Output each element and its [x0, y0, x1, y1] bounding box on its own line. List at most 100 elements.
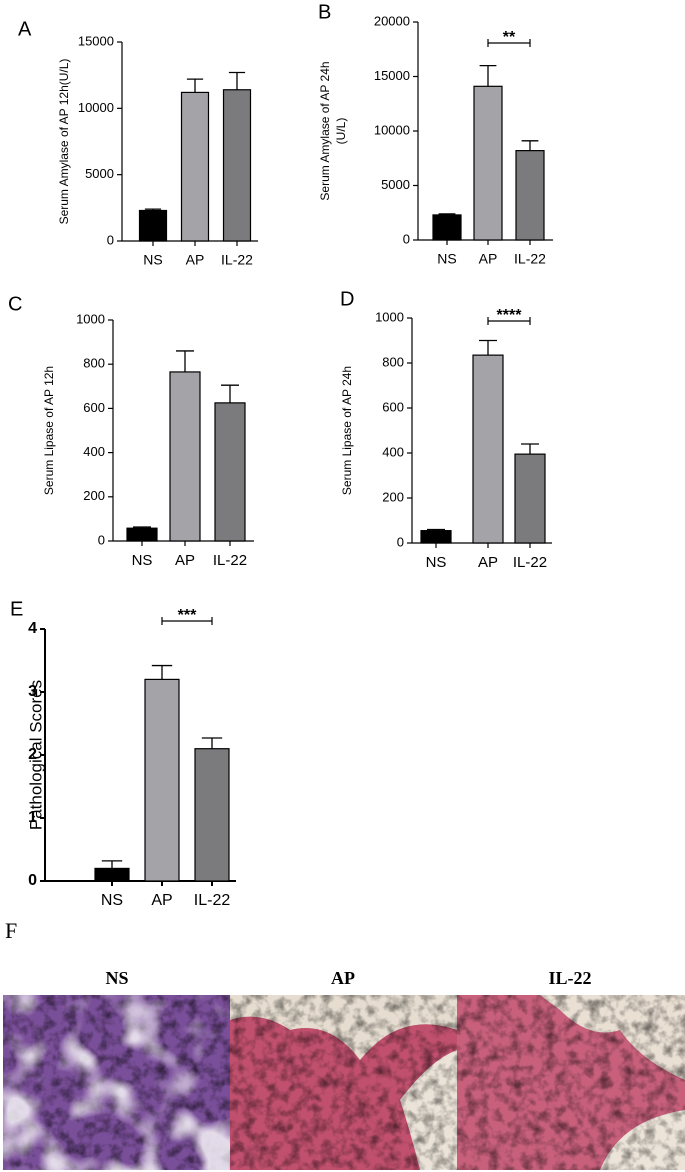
- y-axis-label: (U/L): [334, 118, 348, 145]
- significance-label: **: [503, 29, 516, 46]
- y-tick-label: 600: [382, 399, 404, 414]
- y-tick-label: 0: [98, 532, 105, 547]
- error-bar: [438, 213, 456, 215]
- panel-label: D: [340, 288, 354, 310]
- y-tick-label: 600: [83, 400, 105, 415]
- x-tick-label: AP: [175, 552, 195, 569]
- x-tick-label: IL-22: [194, 892, 231, 909]
- histology-texture: [457, 995, 685, 1170]
- bar: [472, 354, 504, 544]
- chart-panel: D Serum Lipase of AP 24h 0 200 400 600 800 1000…: [340, 288, 552, 571]
- y-axis-label: Serum Amylase of AP 24h: [318, 61, 332, 200]
- error-bar: [521, 140, 539, 151]
- error-bar: [479, 339, 497, 356]
- chart-panel: E Pathological Scores 0 1 2 3 4 NS AP IL-22 ***: [10, 598, 236, 909]
- y-tick-label: 2: [28, 746, 37, 763]
- error-bar: [427, 528, 445, 531]
- y-tick-label: 1: [28, 809, 37, 826]
- histology-texture: [230, 995, 457, 1170]
- panel-label: A: [18, 18, 32, 40]
- x-tick-label: IL-22: [221, 252, 253, 268]
- bar: [169, 371, 201, 542]
- image-label: AP: [331, 968, 355, 988]
- y-axis-label: Pathological Scores: [26, 680, 45, 830]
- significance-bracket: [487, 39, 531, 47]
- chart-panel: C Serum Lipase of AP 12h 0 200 400 600 800 1000…: [8, 293, 254, 569]
- x-tick-label: IL-22: [514, 251, 546, 267]
- panel-label: C: [8, 293, 22, 315]
- y-tick-label: 4: [28, 620, 37, 637]
- chart-panel: A Serum Amylase of AP 12h(U/L) 0 5000 10000 1…: [18, 18, 258, 268]
- bar: [514, 453, 546, 544]
- chart-panel: B Serum Amylase of AP 24h (U/L) 0 5000 10000 1…: [318, 1, 553, 267]
- y-tick-label: 15000: [78, 33, 114, 48]
- y-tick-label: 10000: [78, 100, 114, 115]
- bar: [432, 214, 462, 241]
- error-bar: [144, 208, 162, 211]
- error-bar: [133, 526, 151, 529]
- y-tick-label: 0: [403, 231, 410, 246]
- error-bar: [479, 64, 497, 87]
- y-tick-label: 15000: [374, 68, 410, 83]
- histology-texture: [3, 995, 230, 1170]
- y-tick-label: 800: [83, 356, 105, 371]
- x-tick-label: NS: [101, 892, 123, 909]
- bar: [420, 530, 452, 544]
- significance-label: ****: [497, 307, 523, 324]
- y-tick-label: 10000: [374, 122, 410, 137]
- y-tick-label: 400: [382, 444, 404, 459]
- image-label: IL-22: [548, 968, 591, 988]
- y-tick-label: 0: [28, 872, 37, 889]
- error-bar: [186, 78, 204, 93]
- x-tick-label: NS: [132, 552, 153, 569]
- bar: [94, 867, 130, 882]
- y-axis-label: Serum Amylase of AP 12h(U/L): [57, 59, 71, 225]
- y-axis-label: Serum Lipase of AP 12h: [42, 366, 56, 495]
- y-tick-label: 0: [107, 232, 114, 247]
- image-label: NS: [105, 968, 128, 988]
- bar: [473, 85, 503, 241]
- error-bar: [228, 71, 246, 90]
- x-tick-label: IL-22: [213, 552, 247, 569]
- bar: [126, 527, 158, 542]
- error-bar: [221, 384, 239, 403]
- y-tick-label: 0: [397, 534, 404, 549]
- x-tick-label: AP: [186, 252, 205, 268]
- error-bar: [151, 664, 173, 680]
- panel-label: E: [10, 598, 23, 620]
- x-tick-label: AP: [151, 892, 172, 909]
- panel-label: F: [5, 918, 17, 943]
- bar: [144, 678, 180, 882]
- y-tick-label: 200: [83, 488, 105, 503]
- x-tick-label: AP: [478, 554, 498, 571]
- bar: [515, 150, 545, 241]
- y-tick-label: 3: [28, 683, 37, 700]
- bar: [214, 402, 246, 542]
- x-tick-label: NS: [437, 251, 456, 267]
- y-tick-label: 1000: [375, 309, 404, 324]
- x-tick-label: AP: [479, 251, 498, 267]
- y-tick-label: 5000: [381, 177, 410, 192]
- x-tick-label: IL-22: [513, 554, 547, 571]
- bar: [180, 91, 210, 242]
- x-tick-label: NS: [426, 554, 447, 571]
- histology-images: [3, 995, 685, 1170]
- y-axis-label: Serum Lipase of AP 24h: [340, 366, 354, 495]
- y-tick-label: 400: [83, 444, 105, 459]
- error-bar: [101, 860, 123, 869]
- y-tick-label: 5000: [85, 166, 114, 181]
- error-bar: [201, 737, 223, 749]
- bar: [194, 748, 230, 882]
- y-tick-label: 1000: [76, 311, 105, 326]
- bar: [138, 209, 168, 242]
- significance-label: ***: [178, 607, 197, 624]
- y-tick-label: 20000: [374, 13, 410, 28]
- y-tick-label: 800: [382, 354, 404, 369]
- significance-bracket: [487, 317, 531, 325]
- significance-bracket: [161, 617, 213, 625]
- y-tick-label: 200: [382, 489, 404, 504]
- error-bar: [176, 350, 194, 372]
- bar: [222, 89, 252, 242]
- panel-label: B: [318, 1, 331, 23]
